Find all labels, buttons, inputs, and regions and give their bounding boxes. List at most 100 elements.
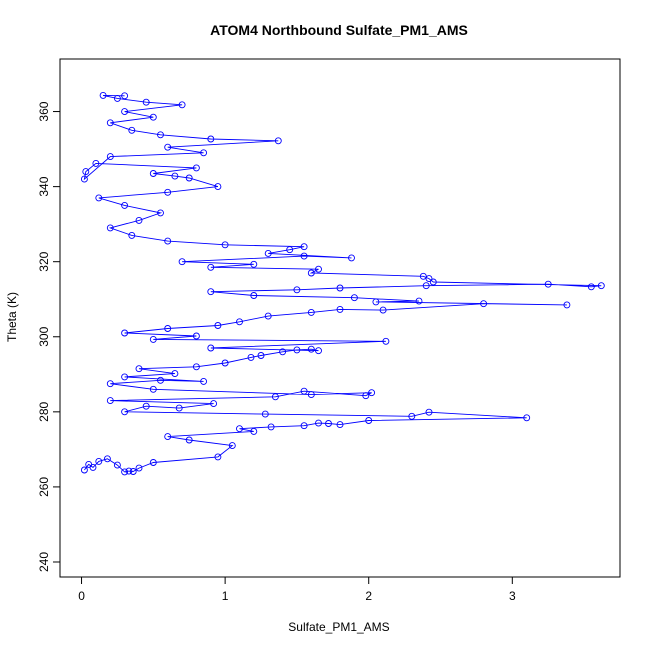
data-point bbox=[80, 175, 88, 183]
data-point bbox=[307, 269, 315, 277]
data-point bbox=[315, 265, 322, 273]
data-point bbox=[200, 377, 208, 385]
data-point bbox=[597, 282, 605, 290]
data-point bbox=[121, 408, 129, 416]
data-point bbox=[121, 468, 129, 476]
data-point bbox=[210, 400, 218, 408]
data-point bbox=[106, 224, 114, 232]
data-point bbox=[379, 306, 387, 314]
data-point bbox=[149, 335, 157, 343]
data-point bbox=[368, 389, 376, 397]
data-point bbox=[135, 464, 143, 472]
y-tick-label: 260 bbox=[37, 477, 51, 497]
data-point bbox=[336, 305, 344, 313]
data-point bbox=[80, 466, 88, 474]
series-line bbox=[83, 94, 602, 473]
data-point bbox=[480, 300, 488, 308]
data-point bbox=[362, 392, 370, 400]
y-tick-label: 280 bbox=[37, 402, 51, 422]
data-point bbox=[192, 363, 200, 371]
data-point bbox=[214, 183, 222, 191]
data-point bbox=[422, 282, 430, 290]
data-point bbox=[125, 467, 133, 475]
data-point bbox=[325, 420, 332, 427]
data-point bbox=[92, 159, 100, 167]
data-point bbox=[236, 425, 243, 433]
data-point bbox=[171, 172, 179, 180]
data-point bbox=[315, 347, 322, 355]
data-point bbox=[425, 408, 433, 416]
data-point bbox=[175, 404, 183, 412]
data-point bbox=[129, 468, 137, 475]
data-point bbox=[128, 231, 136, 239]
data-point bbox=[95, 457, 103, 465]
data-point bbox=[236, 318, 243, 326]
data-point bbox=[185, 174, 193, 182]
data-point bbox=[214, 453, 222, 461]
chart-title: ATOM4 Northbound Sulfate_PM1_AMS bbox=[210, 22, 468, 38]
y-tick-label: 340 bbox=[37, 176, 51, 196]
data-point bbox=[164, 325, 172, 332]
data-point bbox=[178, 258, 186, 266]
y-axis: 240 260 280 300 320 340 360 bbox=[37, 101, 61, 572]
data-point bbox=[264, 249, 272, 257]
y-tick-label: 240 bbox=[37, 552, 51, 572]
data-point bbox=[315, 419, 322, 427]
data-point bbox=[544, 280, 552, 288]
data-point bbox=[171, 370, 179, 378]
data-point bbox=[121, 201, 129, 209]
data-point bbox=[135, 365, 143, 373]
data-point bbox=[336, 284, 344, 292]
data-point bbox=[121, 92, 129, 100]
data-point bbox=[382, 337, 390, 345]
data-point bbox=[300, 422, 308, 430]
data-point bbox=[415, 297, 423, 305]
data-point bbox=[307, 391, 315, 399]
data-point bbox=[207, 135, 215, 143]
series-layer bbox=[80, 91, 605, 476]
data-point bbox=[99, 91, 107, 99]
data-point bbox=[425, 275, 433, 283]
data-point bbox=[257, 352, 265, 359]
x-axis: 0 1 2 3 bbox=[78, 576, 516, 603]
data-point bbox=[106, 397, 114, 405]
data-point bbox=[563, 301, 571, 309]
data-point bbox=[348, 254, 355, 262]
data-point bbox=[221, 359, 229, 367]
data-point bbox=[307, 308, 315, 316]
data-point bbox=[250, 427, 258, 435]
data-point bbox=[307, 345, 315, 353]
x-tick-label: 2 bbox=[365, 589, 372, 603]
data-point bbox=[89, 463, 97, 471]
data-point bbox=[121, 329, 129, 337]
data-point bbox=[149, 459, 157, 466]
data-point bbox=[293, 346, 301, 354]
data-point bbox=[164, 433, 172, 441]
data-point bbox=[192, 164, 200, 172]
data-point bbox=[95, 194, 103, 202]
y-tick-label: 300 bbox=[37, 326, 51, 346]
data-point bbox=[207, 288, 215, 296]
data-point bbox=[121, 108, 129, 116]
data-point bbox=[365, 417, 373, 424]
data-point bbox=[587, 283, 595, 291]
data-point bbox=[523, 414, 531, 422]
data-point bbox=[200, 149, 208, 157]
data-point bbox=[128, 126, 136, 134]
data-point bbox=[149, 113, 157, 121]
data-point bbox=[149, 170, 157, 177]
data-point bbox=[261, 410, 269, 418]
data-point bbox=[164, 237, 172, 245]
data-point bbox=[279, 348, 287, 356]
y-tick-label: 320 bbox=[37, 251, 51, 271]
data-point bbox=[250, 292, 258, 299]
data-point bbox=[157, 376, 164, 384]
data-point bbox=[274, 137, 282, 145]
x-tick-label: 3 bbox=[509, 589, 516, 603]
data-point bbox=[157, 209, 164, 217]
data-point bbox=[113, 461, 121, 469]
data-point bbox=[185, 436, 193, 444]
data-point bbox=[408, 412, 416, 420]
data-point bbox=[164, 143, 172, 151]
